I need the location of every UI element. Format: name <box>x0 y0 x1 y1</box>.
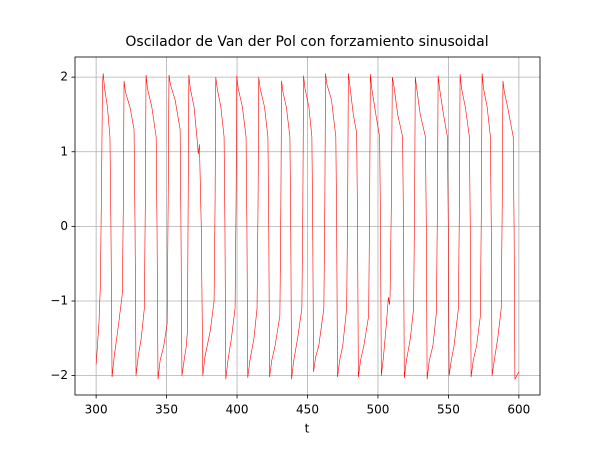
x-tick-label: 500 <box>367 403 390 417</box>
x-tick-label: 300 <box>85 403 108 417</box>
y-tick-label: −2 <box>50 368 68 382</box>
x-tick-label: 350 <box>155 403 178 417</box>
x-tick-label: 600 <box>507 403 530 417</box>
line <box>95 73 520 380</box>
chart-title: Oscilador de Van der Pol con forzamiento… <box>125 34 488 50</box>
y-tick-label: −1 <box>50 293 68 307</box>
y-tick-label: 2 <box>60 70 68 84</box>
x-tick-label: 450 <box>296 403 319 417</box>
y-tick-label: 1 <box>60 144 68 158</box>
x-tick-label: 400 <box>226 403 249 417</box>
x-axis-label: t <box>305 422 310 436</box>
y-tick-label: 0 <box>60 219 68 233</box>
x-tick-label: 550 <box>437 403 460 417</box>
plot-frame <box>74 56 541 396</box>
